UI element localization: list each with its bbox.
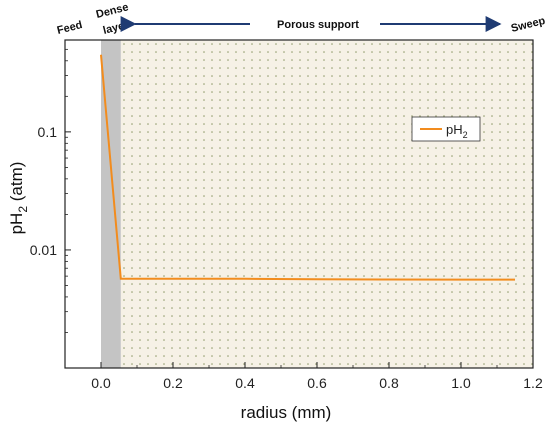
x-axis-title: radius (mm) (241, 403, 332, 422)
x-tick-label: 1.0 (451, 375, 471, 391)
dense-layer-label-line2: layer (102, 19, 131, 37)
plot-frame (64, 39, 534, 369)
y-tick-label: 0.01 (30, 242, 57, 258)
y-axis-title: pH2 (atm) (7, 162, 30, 235)
feed-label: Feed (56, 19, 84, 37)
x-tick-label: 0.2 (163, 375, 183, 391)
x-tick-label: 0.8 (379, 375, 399, 391)
x-tick-label: 0.0 (91, 375, 111, 391)
x-axis: 0.0 0.2 0.4 0.6 0.8 1.0 1.2 (64, 362, 543, 391)
dense-layer-label-line1: Dense (95, 1, 130, 21)
x-tick-label: 0.6 (307, 375, 327, 391)
porous-support-dots (120, 40, 534, 368)
y-tick-label: 0.1 (38, 124, 58, 140)
y-axis: 0.01 0.1 (30, 48, 71, 333)
x-tick-label: 0.4 (235, 375, 255, 391)
x-tick-label: 1.2 (523, 375, 543, 391)
legend: pH2 (411, 116, 481, 142)
porous-support-label: Porous support (277, 19, 359, 31)
series-line-ph2 (100, 54, 515, 281)
sweep-label: Sweep (510, 15, 547, 35)
legend-label-ph2: pH2 (446, 122, 468, 140)
